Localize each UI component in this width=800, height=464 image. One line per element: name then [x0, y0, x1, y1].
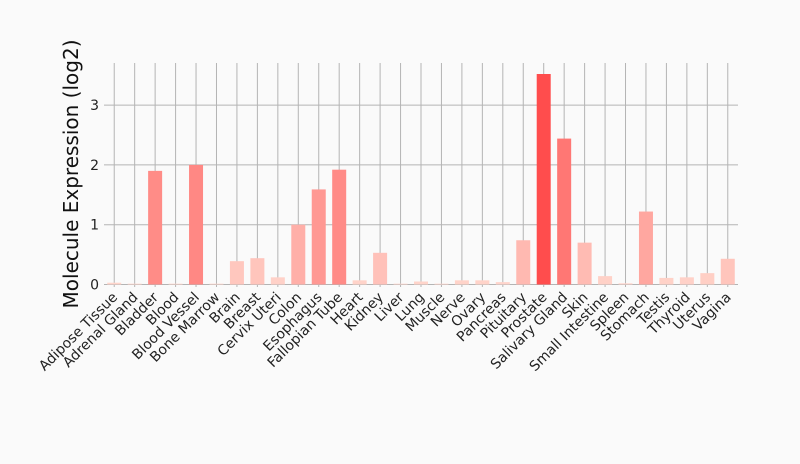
- bar-stomach: [638, 211, 653, 285]
- bar-skin: [577, 242, 592, 285]
- bar-liver: [393, 283, 408, 285]
- y-tick-label: 3: [90, 98, 99, 114]
- bar-nerve: [454, 280, 469, 285]
- bar-spleen: [618, 283, 633, 285]
- bar-cervix-uteri: [270, 277, 285, 285]
- bar-bladder: [148, 170, 163, 285]
- bar-muscle: [434, 283, 449, 285]
- bar-bone-marrow: [209, 283, 224, 285]
- bar-salivary-gland: [557, 138, 572, 285]
- bar-thyroid: [679, 277, 694, 285]
- bar-esophagus: [311, 189, 326, 285]
- bar-blood: [168, 283, 183, 285]
- bar-adrenal-gland: [127, 283, 142, 285]
- bar-colon: [291, 224, 306, 285]
- bar-brain: [229, 261, 244, 285]
- bar-fallopian-tube: [332, 169, 347, 285]
- bar-pituitary: [516, 240, 531, 285]
- bar-kidney: [373, 252, 388, 285]
- bar-blood-vessel: [189, 164, 204, 285]
- bar-vagina: [720, 258, 735, 285]
- bar-heart: [352, 280, 367, 285]
- y-tick-label: 0: [90, 278, 99, 294]
- y-tick-label: 2: [90, 158, 99, 174]
- y-tick-label: 1: [90, 218, 99, 234]
- bar-lung: [414, 281, 428, 285]
- bar-ovary: [475, 280, 490, 285]
- bar-pancreas: [495, 282, 510, 285]
- bar-small-intestine: [598, 276, 613, 285]
- bar-breast: [250, 258, 265, 285]
- bar-uterus: [700, 273, 715, 285]
- bar-prostate: [536, 74, 551, 285]
- vertical-gridlines: [113, 63, 729, 287]
- y-axis-label: Molecule Expression (log2): [59, 40, 83, 309]
- bar-testis: [659, 277, 674, 285]
- bar-adipose-tissue: [107, 282, 122, 285]
- bars: [107, 74, 735, 285]
- y-tick-labels: 0 1 2 3: [90, 98, 99, 293]
